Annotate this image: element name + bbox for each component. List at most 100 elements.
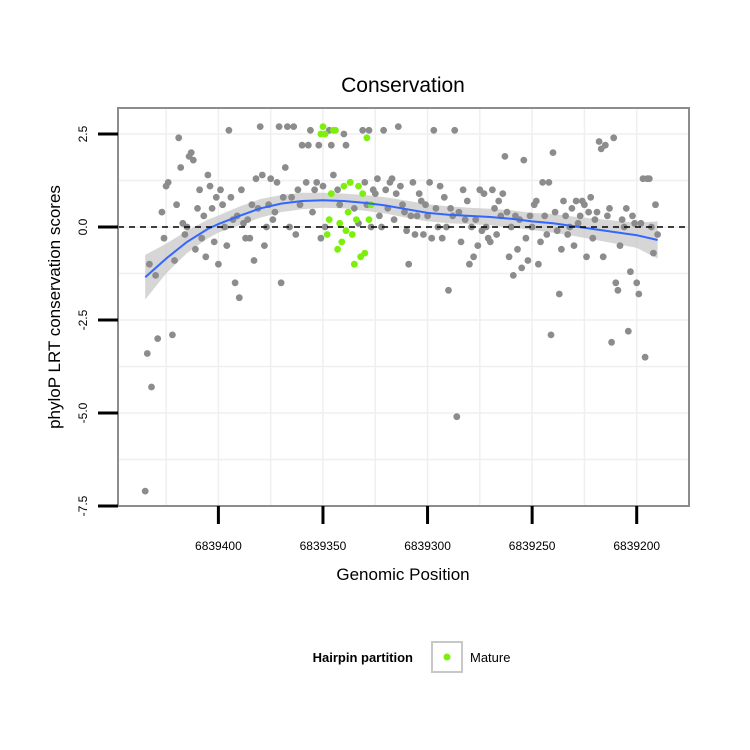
data-point xyxy=(535,260,542,268)
data-point xyxy=(545,179,553,186)
data-point xyxy=(612,279,620,287)
data-point xyxy=(553,227,561,235)
data-point xyxy=(267,175,275,183)
data-point xyxy=(583,253,590,261)
legend: Hairpin partition Mature xyxy=(313,641,510,673)
y-tick-label: -2.5 xyxy=(76,309,90,330)
data-point xyxy=(595,138,603,145)
data-point xyxy=(443,223,450,231)
mature-data-point xyxy=(338,238,346,246)
data-point xyxy=(206,182,214,190)
data-point xyxy=(629,212,636,220)
data-point xyxy=(413,212,421,220)
data-point xyxy=(296,201,304,209)
data-point xyxy=(405,260,413,268)
chart-title: Conservation xyxy=(341,74,465,97)
data-point xyxy=(350,205,358,212)
data-point xyxy=(311,186,318,194)
data-point xyxy=(558,245,565,253)
mature-data-point xyxy=(340,182,348,190)
data-point xyxy=(426,179,433,186)
data-point xyxy=(422,201,429,209)
data-point xyxy=(374,175,381,183)
y-tick-label: -7.5 xyxy=(76,495,90,516)
data-point xyxy=(290,123,298,130)
data-point xyxy=(177,164,185,171)
mature-data-point xyxy=(336,219,344,227)
data-point xyxy=(187,149,195,157)
data-point xyxy=(650,249,657,257)
data-point xyxy=(470,253,477,261)
data-point xyxy=(317,234,325,242)
data-point xyxy=(432,205,440,212)
confidence-band-group xyxy=(145,192,658,300)
data-point xyxy=(152,272,160,279)
data-point xyxy=(532,197,540,205)
data-point xyxy=(146,260,153,268)
plot-panel-border xyxy=(117,107,690,507)
data-point xyxy=(409,179,417,186)
data-point xyxy=(315,141,323,149)
data-point xyxy=(601,141,609,149)
data-point xyxy=(359,126,367,134)
data-point xyxy=(275,123,283,130)
data-point xyxy=(189,156,197,164)
data-point xyxy=(307,126,314,134)
x-tick-label: 6839400 xyxy=(195,539,242,553)
data-point xyxy=(286,223,293,231)
data-point xyxy=(397,182,404,190)
mature-data-point xyxy=(334,245,341,253)
data-point xyxy=(342,141,350,149)
data-point xyxy=(321,223,329,231)
data-point xyxy=(474,242,482,250)
data-point xyxy=(309,208,316,216)
data-point xyxy=(298,141,306,149)
data-point xyxy=(411,231,419,238)
data-point xyxy=(248,201,256,209)
data-point xyxy=(570,242,578,250)
data-point xyxy=(610,134,618,142)
data-point xyxy=(635,290,643,298)
data-point xyxy=(261,242,268,250)
mature-data-point xyxy=(363,134,371,142)
data-point xyxy=(618,216,626,224)
data-point xyxy=(244,216,252,224)
data-point xyxy=(522,234,530,242)
data-point xyxy=(380,126,387,134)
data-point xyxy=(518,264,526,272)
data-point xyxy=(507,223,515,231)
data-point xyxy=(258,171,266,179)
data-point xyxy=(564,231,572,238)
data-point xyxy=(173,201,181,209)
data-point xyxy=(420,231,427,238)
data-point xyxy=(256,123,264,130)
mature-data-point xyxy=(355,182,362,190)
mature-data-point xyxy=(319,123,327,130)
data-point xyxy=(252,175,260,183)
data-point xyxy=(574,219,582,227)
data-point xyxy=(633,279,641,287)
legend-title: Hairpin partition xyxy=(313,650,413,665)
data-point xyxy=(215,260,222,268)
y-axis: -7.5 -5.0 -2.5 0.0 2.5 xyxy=(76,125,118,516)
data-point xyxy=(447,205,454,212)
data-point xyxy=(451,126,459,134)
data-point xyxy=(466,260,473,268)
mature-data-point xyxy=(346,179,354,186)
data-point xyxy=(505,253,513,261)
smooth-line-group xyxy=(144,199,658,278)
data-point xyxy=(472,216,480,224)
data-point xyxy=(304,141,312,149)
data-point xyxy=(503,208,511,216)
data-point xyxy=(440,193,448,201)
data-point xyxy=(514,245,521,253)
data-point xyxy=(539,179,546,186)
data-point xyxy=(436,182,444,190)
data-point xyxy=(599,253,607,261)
data-point xyxy=(235,294,243,302)
data-point xyxy=(154,335,162,342)
data-point xyxy=(489,186,496,194)
data-point xyxy=(294,186,302,194)
data-point xyxy=(495,197,503,205)
data-point xyxy=(196,186,204,194)
